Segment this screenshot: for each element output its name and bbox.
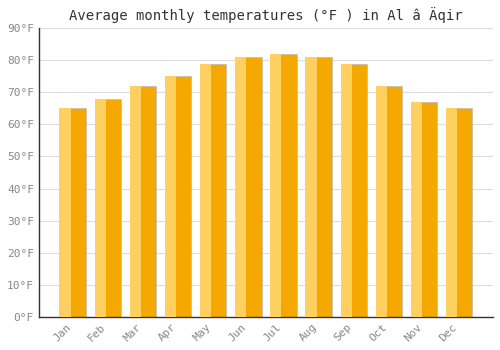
Bar xyxy=(270,54,296,317)
Bar xyxy=(94,99,106,317)
Bar xyxy=(376,86,387,317)
Bar xyxy=(376,86,402,317)
Bar xyxy=(130,86,141,317)
Bar xyxy=(94,99,121,317)
Bar xyxy=(200,63,226,317)
Bar xyxy=(446,108,457,317)
Bar xyxy=(235,57,262,317)
Bar xyxy=(165,76,191,317)
Bar xyxy=(235,57,246,317)
Bar xyxy=(340,63,367,317)
Bar xyxy=(411,102,422,317)
Bar xyxy=(60,108,70,317)
Bar xyxy=(270,54,281,317)
Bar xyxy=(200,63,211,317)
Bar xyxy=(60,108,86,317)
Bar xyxy=(411,102,438,317)
Bar xyxy=(446,108,472,317)
Bar xyxy=(306,57,316,317)
Title: Average monthly temperatures (°F ) in Al â Äqir: Average monthly temperatures (°F ) in Al… xyxy=(69,7,462,23)
Bar xyxy=(130,86,156,317)
Bar xyxy=(306,57,332,317)
Bar xyxy=(165,76,176,317)
Bar xyxy=(340,63,351,317)
